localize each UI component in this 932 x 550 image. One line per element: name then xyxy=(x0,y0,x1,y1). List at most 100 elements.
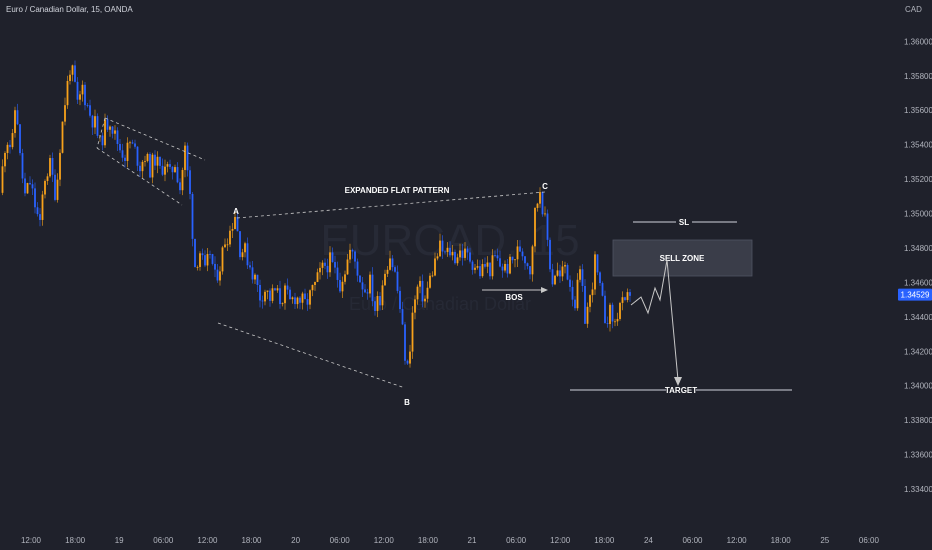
candle-body-232 xyxy=(581,269,584,286)
candle-body-152 xyxy=(381,285,384,306)
point-c-label: C xyxy=(542,182,548,191)
candle-body-141 xyxy=(354,251,356,262)
candle-body-124 xyxy=(311,285,314,291)
candle-body-207 xyxy=(519,246,521,252)
candle-body-174 xyxy=(436,256,439,259)
candle-body-64 xyxy=(161,165,164,175)
candle-body-161 xyxy=(404,324,406,361)
candle-body-85 xyxy=(214,263,216,270)
candle-body-236 xyxy=(591,289,594,296)
candle-body-108 xyxy=(271,288,274,301)
candle-body-145 xyxy=(364,289,366,293)
candle-body-78 xyxy=(196,266,199,268)
candle-body-187 xyxy=(469,252,471,262)
candle-body-58 xyxy=(146,153,149,162)
price-axis[interactable]: 1.33400 1.33600 1.33800 1.34000 1.34200 1.344… xyxy=(904,37,932,494)
candle-body-2 xyxy=(6,144,9,153)
candle-body-72 xyxy=(181,169,184,191)
candle-body-107 xyxy=(269,290,271,301)
candle-body-244 xyxy=(611,304,614,322)
candle-body-65 xyxy=(164,166,166,175)
candle-body-116 xyxy=(291,297,294,300)
point-b-label: B xyxy=(404,398,410,407)
candle-body-32 xyxy=(81,84,84,95)
candle-body-24 xyxy=(61,121,64,153)
time-tick-19: 06:00 xyxy=(859,536,880,545)
candle-body-234 xyxy=(586,306,589,324)
candle-body-181 xyxy=(454,251,456,264)
candle-body-154 xyxy=(386,269,389,274)
candle-body-88 xyxy=(221,247,224,272)
candle-body-44 xyxy=(111,126,114,134)
candle-body-99 xyxy=(249,265,251,268)
candle-body-35 xyxy=(89,105,91,116)
candle-body-45 xyxy=(114,130,116,134)
candle-body-218 xyxy=(546,213,549,240)
candle-body-62 xyxy=(156,156,159,166)
candle-body-119 xyxy=(299,297,301,303)
time-tick-17: 18:00 xyxy=(771,536,792,545)
candle-body-201 xyxy=(504,263,506,271)
candle-body-210 xyxy=(526,263,529,267)
candle-body-21 xyxy=(54,174,56,200)
candle-body-241 xyxy=(604,295,606,324)
candle-body-170 xyxy=(426,287,429,299)
upper-channel-line xyxy=(104,117,206,161)
candle-body-138 xyxy=(346,259,349,275)
candle-body-112 xyxy=(281,303,284,305)
candle-body-132 xyxy=(331,252,334,263)
candle-body-211 xyxy=(529,266,531,275)
candle-body-52 xyxy=(131,142,134,144)
projected-arrowhead xyxy=(674,377,682,386)
time-tick-18: 25 xyxy=(820,536,829,545)
candle-body-81 xyxy=(204,255,206,266)
candle-body-76 xyxy=(191,193,194,239)
candle-body-206 xyxy=(516,246,519,260)
candle-body-202 xyxy=(506,263,509,274)
candle-body-26 xyxy=(66,80,69,106)
candle-body-233 xyxy=(584,285,586,324)
price-tick-9: 1.35200 xyxy=(904,175,932,184)
candle-body-224 xyxy=(561,266,564,277)
time-tick-2: 19 xyxy=(115,536,124,545)
candle-body-239 xyxy=(599,272,601,284)
candle-body-129 xyxy=(324,262,326,266)
time-axis[interactable]: 12:00 18:00 19 06:00 12:00 18:00 20 06:00 12:00 1… xyxy=(21,536,879,545)
candle-body-226 xyxy=(566,265,569,280)
candle-body-37 xyxy=(94,116,96,128)
candle-body-51 xyxy=(129,142,131,144)
time-tick-4: 12:00 xyxy=(197,536,218,545)
candle-body-98 xyxy=(246,243,249,266)
time-tick-15: 06:00 xyxy=(682,536,703,545)
candle-body-168 xyxy=(421,280,424,302)
price-tick-3: 1.34000 xyxy=(904,382,932,391)
point-a-label: A xyxy=(233,207,239,216)
pattern-lower-line xyxy=(217,322,406,389)
candle-body-11 xyxy=(29,183,31,185)
candle-body-59 xyxy=(149,153,151,178)
candle-body-83 xyxy=(209,253,211,255)
candle-body-95 xyxy=(239,231,241,258)
candle-body-56 xyxy=(141,161,144,172)
candle-body-163 xyxy=(409,351,411,364)
candle-body-111 xyxy=(279,288,281,305)
price-tick-1: 1.33600 xyxy=(904,451,932,460)
candle-body-136 xyxy=(341,281,344,292)
candle-body-198 xyxy=(496,255,499,259)
candle-body-148 xyxy=(371,274,374,302)
candle-body-184 xyxy=(461,250,464,258)
sell-zone-box[interactable] xyxy=(612,239,753,277)
time-tick-5: 18:00 xyxy=(241,536,262,545)
candle-body-106 xyxy=(266,290,269,292)
candle-body-43 xyxy=(109,126,111,130)
candle-body-123 xyxy=(309,290,311,305)
candle-body-229 xyxy=(574,299,576,309)
candle-body-212 xyxy=(531,246,534,275)
candle-body-247 xyxy=(619,302,621,319)
candle-body-204 xyxy=(511,256,514,261)
candle-body-105 xyxy=(264,291,266,302)
candle-body-96 xyxy=(241,252,244,258)
candle-body-188 xyxy=(471,261,474,270)
time-tick-13: 18:00 xyxy=(594,536,615,545)
